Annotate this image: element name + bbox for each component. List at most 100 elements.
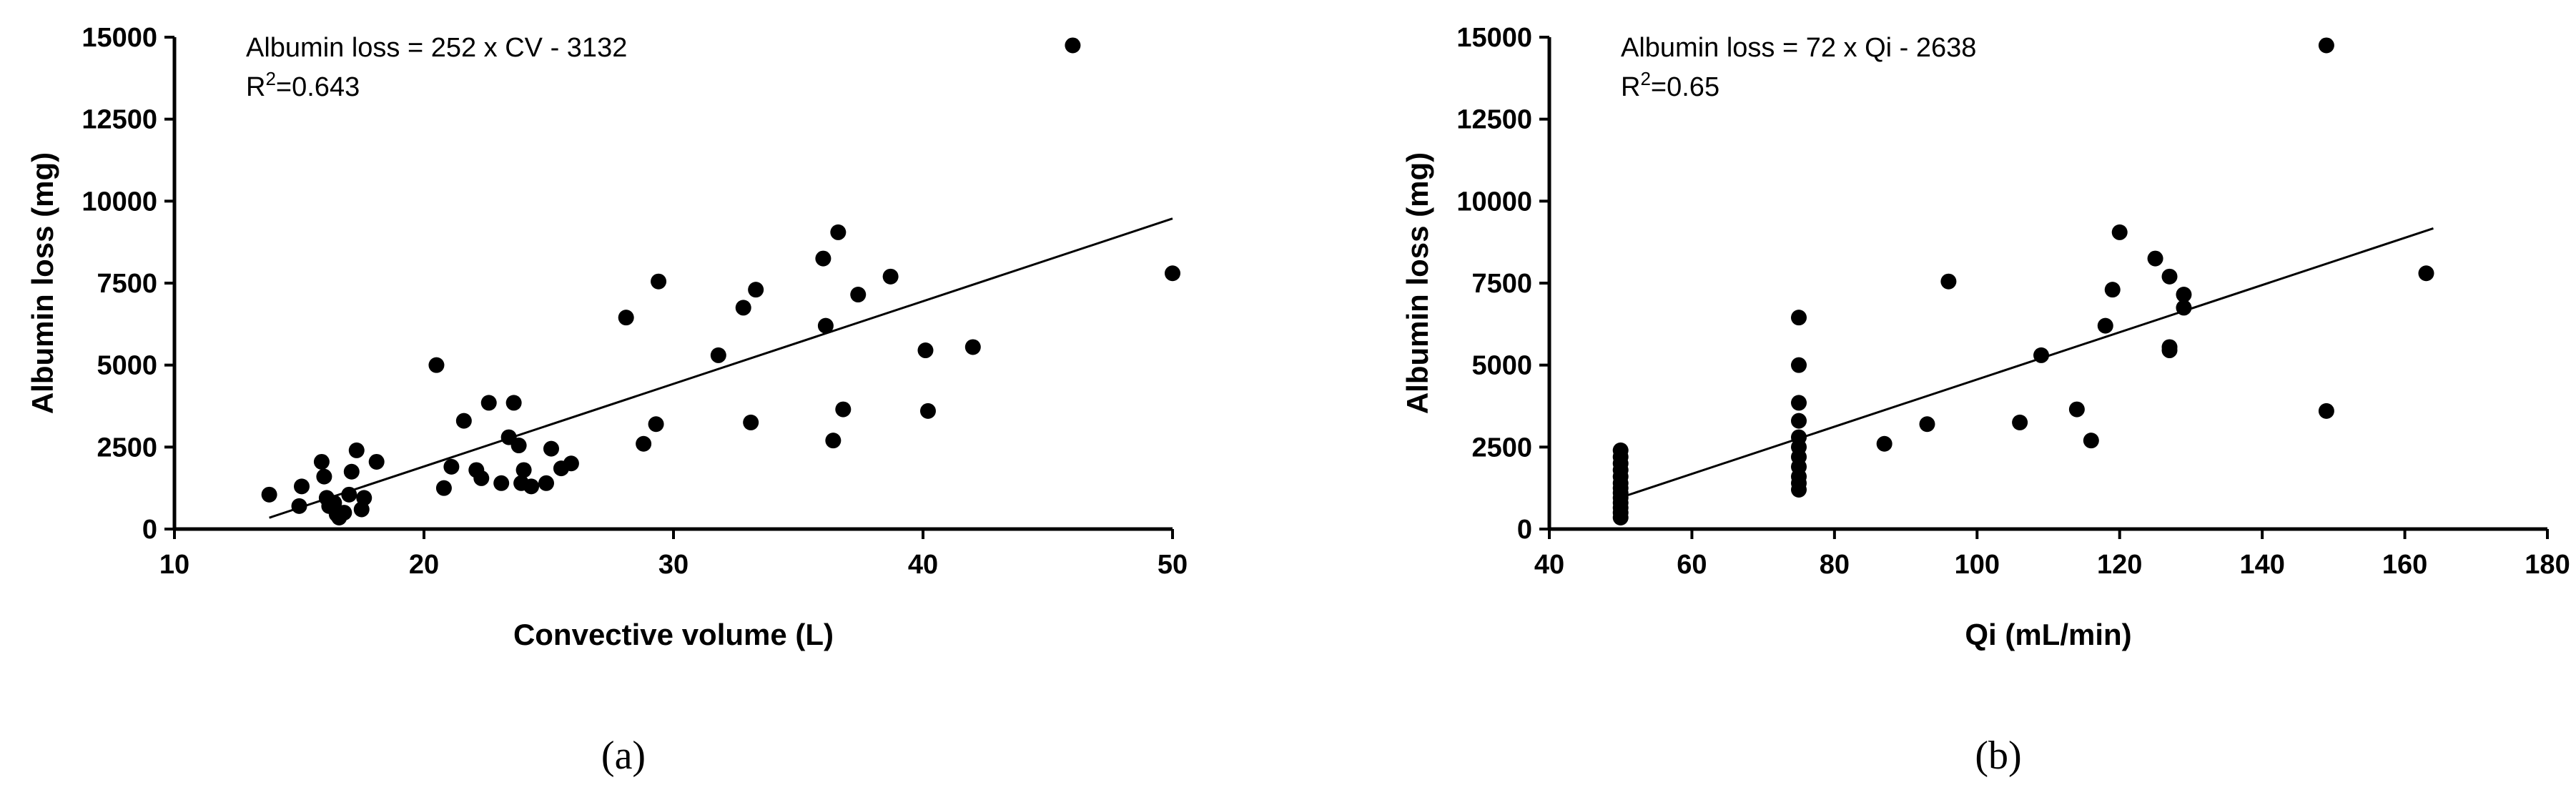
data-point-b [1791,357,1807,373]
trendline-a [269,217,1173,519]
x-axis-title-a: Convective volume (L) [513,618,834,651]
equation-label-b: Albumin loss = 72 x Qi - 2638 [1621,33,1976,63]
r-squared-superscript-a: 2 [265,68,275,89]
panel-label-a: (a) [601,734,646,778]
data-point-a [618,310,634,326]
x-tick-label-a: 20 [409,550,439,580]
x-tick-label-a: 10 [159,550,189,580]
data-point-b [1791,413,1807,429]
data-point-a [356,490,372,506]
data-point-a [543,440,559,457]
data-point-b [2161,342,2178,359]
data-point-a [313,453,330,470]
data-point-a [919,403,936,419]
data-point-b [2176,287,2192,303]
y-tick-label-b: 10000 [1456,187,1532,217]
panel-label-b: (b) [1975,734,2021,778]
data-point-a [428,357,445,373]
data-point-a [493,475,510,491]
data-point-a [443,458,460,475]
data-point-b [1612,442,1629,458]
data-point-a [523,478,540,495]
data-point-a [636,435,652,452]
y-tick-label-a: 0 [142,515,157,545]
data-point-a [435,480,452,496]
data-point-a [368,453,385,470]
data-point-b [2161,268,2178,285]
equation-label-a: Albumin loss = 252 x CV - 3132 [246,33,627,63]
data-point-a [835,401,852,418]
x-axis-title-b: Qi (mL/min) [1965,618,2131,651]
x-tick-label-b: 100 [1955,550,2000,580]
data-point-a [648,416,664,433]
data-point-b [1876,435,1892,452]
data-point-b [1919,416,1935,433]
data-point-b [2068,401,2085,418]
y-tick-label-b: 2500 [1471,433,1532,463]
scatter-points-a [261,37,1180,525]
data-point-a [563,455,579,472]
x-tick-label-b: 140 [2239,550,2284,580]
data-point-b [2097,317,2113,334]
x-tick-label-a: 40 [908,550,938,580]
data-point-a [964,339,981,355]
data-point-b [2012,414,2028,430]
y-ticks-a: 0 2500 5000 7500 10000 12500 15000 [82,23,174,545]
data-point-a [316,468,332,485]
r-squared-value-b: =0.65 [1651,72,1719,102]
data-point-a [293,478,310,495]
data-point-a [1065,37,1081,54]
data-point-b [2147,250,2163,267]
chart-panel-b: 0 2500 5000 7500 10000 12500 15000 40 60 80 100 12… [1401,23,2570,778]
data-point-a [743,414,759,430]
data-point-a [538,475,555,491]
r-squared-prefix-b: R [1621,72,1640,102]
data-point-a [1165,265,1180,282]
data-point-a [261,486,277,503]
x-ticks-b: 40 60 80 100 120 140 160 180 [1534,529,2570,580]
r-squared-value-a: =0.643 [276,72,360,102]
data-point-b [2418,265,2434,282]
y-axis-title-a: Albumin loss (mg) [26,152,59,414]
data-point-a [815,250,831,267]
data-point-a [735,300,751,316]
data-point-a [917,342,934,359]
x-tick-label-b: 80 [1820,550,1850,580]
data-point-b [2318,403,2334,419]
y-axis-title-b: Albumin loss (mg) [1401,152,1434,414]
x-tick-label-b: 180 [2525,550,2570,580]
data-point-b [1940,273,1957,290]
x-tick-label-b: 60 [1677,550,1707,580]
data-point-b [1791,429,1807,445]
x-tick-label-b: 160 [2382,550,2427,580]
r-squared-label-a: R2=0.643 [246,68,360,102]
data-point-a [348,442,365,458]
y-tick-label-a: 10000 [82,187,157,217]
data-point-a [817,317,834,334]
data-point-b [2083,433,2099,449]
y-tick-label-a: 5000 [97,351,157,381]
data-point-a [343,463,360,480]
data-point-a [473,470,490,486]
data-point-b [2111,224,2128,240]
data-point-a [505,395,522,411]
data-point-a [651,273,667,290]
y-tick-label-b: 15000 [1456,23,1532,53]
data-point-a [748,282,764,298]
data-point-a [336,505,352,521]
data-point-a [455,413,472,429]
trendline-b [1620,227,2434,499]
r-squared-superscript-b: 2 [1640,68,1650,89]
data-point-a [710,347,726,363]
y-tick-label-a: 15000 [82,23,157,53]
y-tick-label-a: 2500 [97,433,157,463]
data-point-a [882,268,899,285]
y-ticks-b: 0 2500 5000 7500 10000 12500 15000 [1456,23,1549,545]
data-point-a [480,395,497,411]
x-tick-label-b: 40 [1534,550,1564,580]
y-tick-label-b: 0 [1517,515,1532,545]
r-squared-label-b: R2=0.65 [1621,68,1719,102]
r-squared-prefix-a: R [246,72,265,102]
